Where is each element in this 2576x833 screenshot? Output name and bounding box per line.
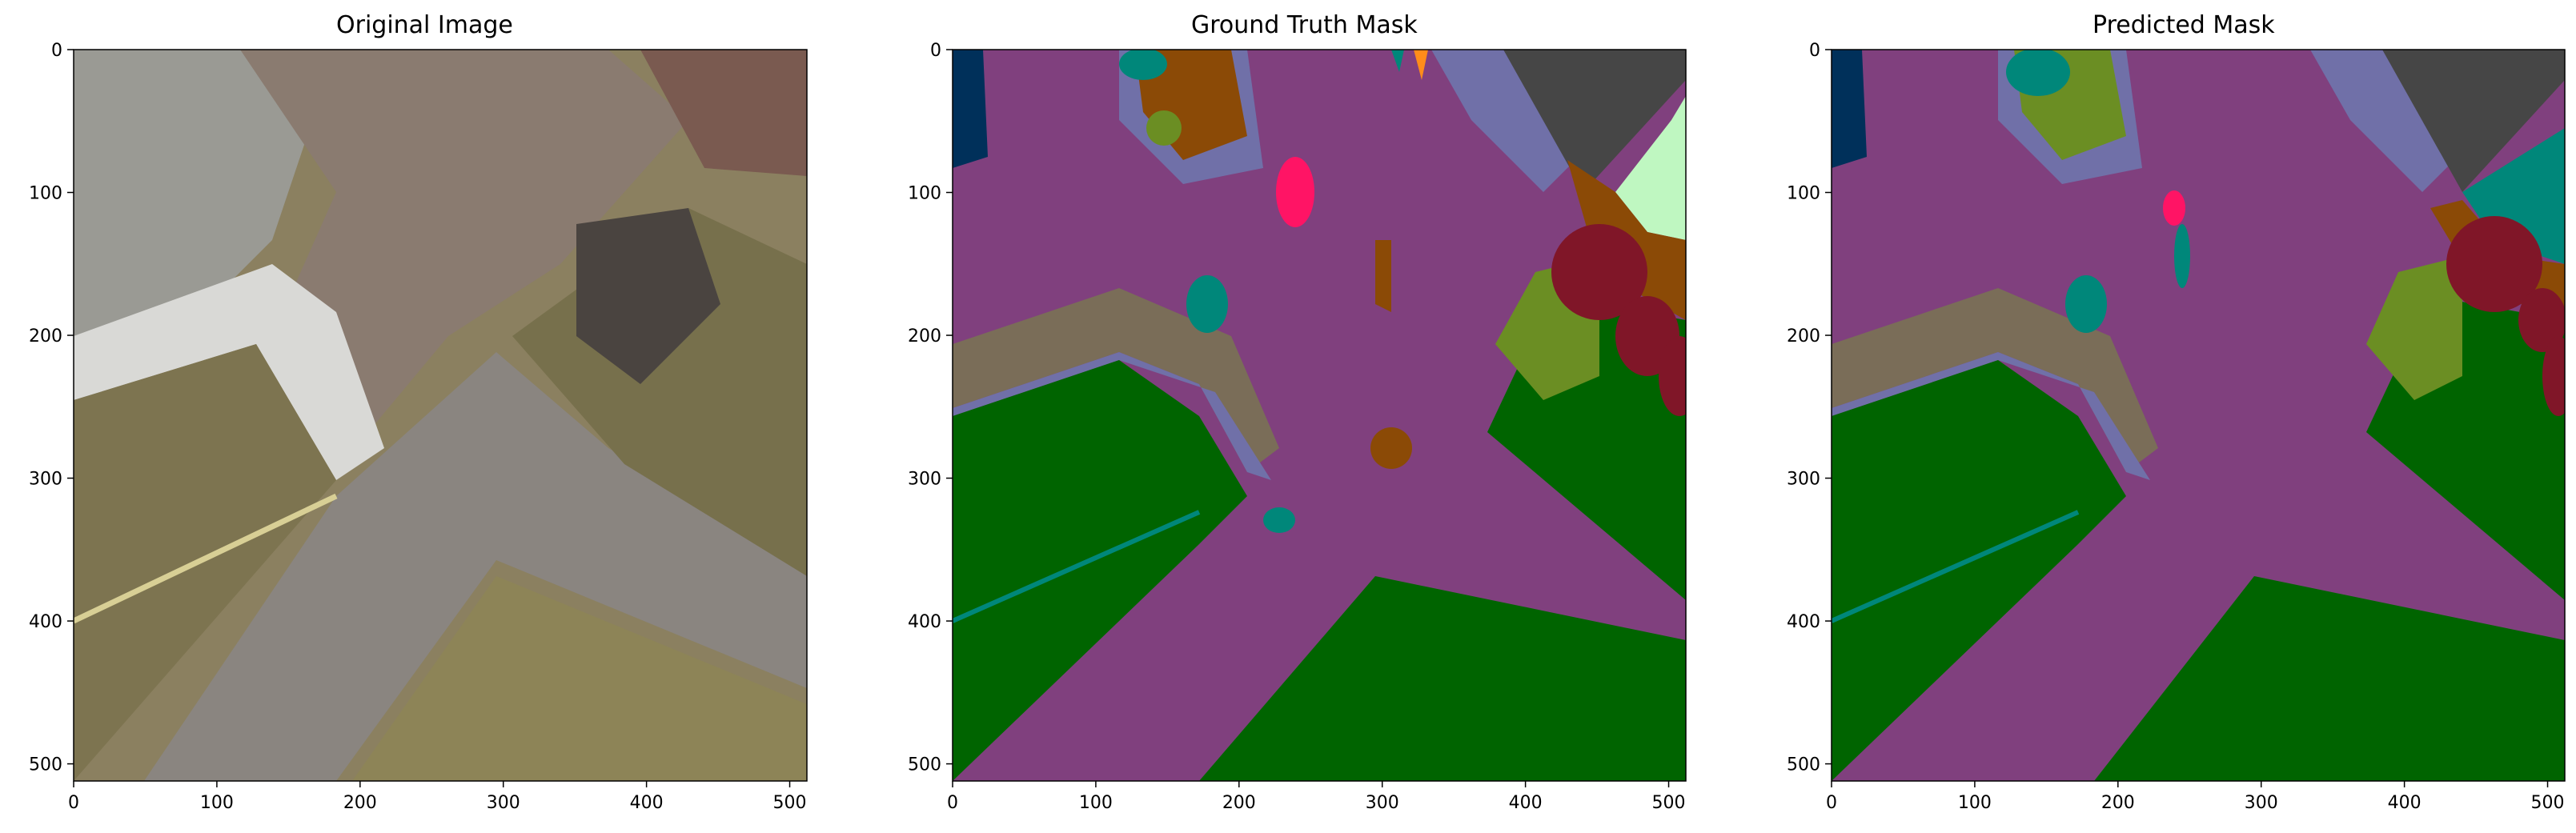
x-tick-label: 300 <box>2245 793 2278 813</box>
y-tick-label: 100 <box>908 184 941 204</box>
axis-ticks: 0 100 200 300 400 500 0 100 200 300 400 500 <box>908 41 1686 813</box>
panel-ground-truth: Ground Truth Mask <box>879 0 1727 833</box>
y-tick-label: 400 <box>1787 612 1820 632</box>
x-tick-label: 300 <box>1366 793 1399 813</box>
x-tick-label: 200 <box>343 793 377 813</box>
y-tick-label: 300 <box>29 470 62 490</box>
y-tick-label: 500 <box>908 755 941 775</box>
y-tick-label: 200 <box>1787 326 1820 346</box>
x-tick-label: 200 <box>1222 793 1256 813</box>
y-tick-label: 0 <box>1809 41 1820 61</box>
x-tick-label: 200 <box>2101 793 2135 813</box>
original-image-axes: 0 100 200 300 400 500 0 100 200 300 400 500 <box>29 41 808 813</box>
panel-title: Original Image <box>336 11 513 39</box>
x-tick-label: 100 <box>200 793 234 813</box>
y-tick-label: 300 <box>908 470 941 490</box>
x-tick-label: 0 <box>68 793 79 813</box>
x-tick-label: 0 <box>947 793 958 813</box>
ground-truth-axes: 0 100 200 300 400 500 0 100 200 300 400 500 <box>908 41 1687 813</box>
predicted-axes: 0 100 200 300 400 500 0 100 200 300 400 500 <box>1787 41 2566 813</box>
y-tick-label: 0 <box>930 41 941 61</box>
x-tick-label: 500 <box>773 793 807 813</box>
x-tick-label: 0 <box>1826 793 1837 813</box>
predicted-mask <box>1832 50 2565 781</box>
panel-title: Predicted Mask <box>2092 11 2275 39</box>
y-tick-label: 0 <box>51 41 62 61</box>
original-photo <box>74 50 807 781</box>
panel-original: Original Image <box>0 0 849 833</box>
panel-predicted: Predicted Mask <box>1758 0 2576 833</box>
x-tick-label: 400 <box>2388 793 2422 813</box>
y-tick-label: 100 <box>1787 184 1820 204</box>
y-tick-label: 500 <box>29 755 62 775</box>
x-tick-label: 400 <box>630 793 664 813</box>
y-tick-label: 500 <box>1787 755 1820 775</box>
panel-title: Ground Truth Mask <box>1191 11 1418 39</box>
x-tick-label: 400 <box>1509 793 1543 813</box>
x-tick-label: 100 <box>1958 793 1992 813</box>
axis-ticks: 0 100 200 300 400 500 0 100 200 300 400 500 <box>1787 41 2565 813</box>
x-tick-label: 300 <box>487 793 520 813</box>
ground-truth-mask <box>953 50 1686 781</box>
x-tick-label: 500 <box>2531 793 2565 813</box>
axis-ticks: 0 100 200 300 400 500 0 100 200 300 400 500 <box>29 41 807 813</box>
y-tick-label: 100 <box>29 184 62 204</box>
y-tick-label: 200 <box>908 326 941 346</box>
x-tick-label: 100 <box>1079 793 1113 813</box>
y-tick-label: 300 <box>1787 470 1820 490</box>
x-tick-label: 500 <box>1652 793 1686 813</box>
y-tick-label: 200 <box>29 326 62 346</box>
y-tick-label: 400 <box>908 612 941 632</box>
y-tick-label: 400 <box>29 612 62 632</box>
